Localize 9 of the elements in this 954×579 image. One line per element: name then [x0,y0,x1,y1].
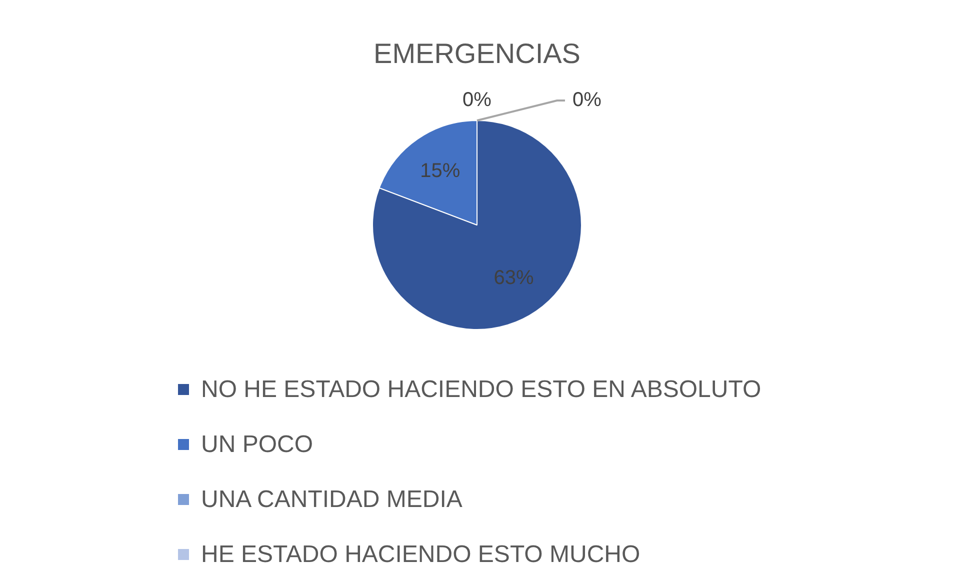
data-label: 15% [420,160,460,182]
legend-label: NO HE ESTADO HACIENDO ESTO EN ABSOLUTO [201,376,762,404]
legend-label: UNA CANTIDAD MEDIA [201,486,462,514]
legend-label: HE ESTADO HACIENDO ESTO MUCHO [201,540,640,568]
legend-label: UN POCO [201,430,314,458]
chart-title: EMERGENCIAS [372,38,582,70]
text: 0% [572,89,602,112]
data-label: 63% [494,266,534,289]
text: 0% [462,89,492,112]
